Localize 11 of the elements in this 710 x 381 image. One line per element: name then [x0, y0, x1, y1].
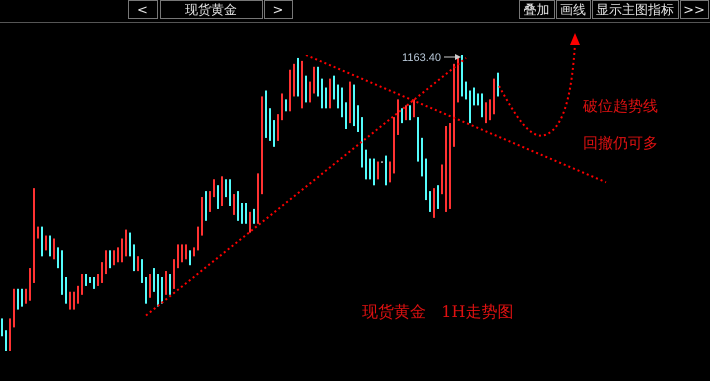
text: <: [137, 3, 148, 18]
text: 现货黄金 1H走势图: [362, 302, 514, 321]
annotation: 回撤仍可多: [583, 134, 658, 152]
text: >: [272, 3, 284, 18]
annotation: 破位趋势线: [582, 97, 658, 115]
text: 现货黄金: [185, 3, 237, 18]
text: 显示主图指标: [596, 2, 674, 18]
annotation: 1163.40: [402, 52, 441, 64]
text: 画线: [560, 3, 586, 18]
text: 叠加: [524, 3, 550, 18]
text: >>: [683, 3, 705, 18]
